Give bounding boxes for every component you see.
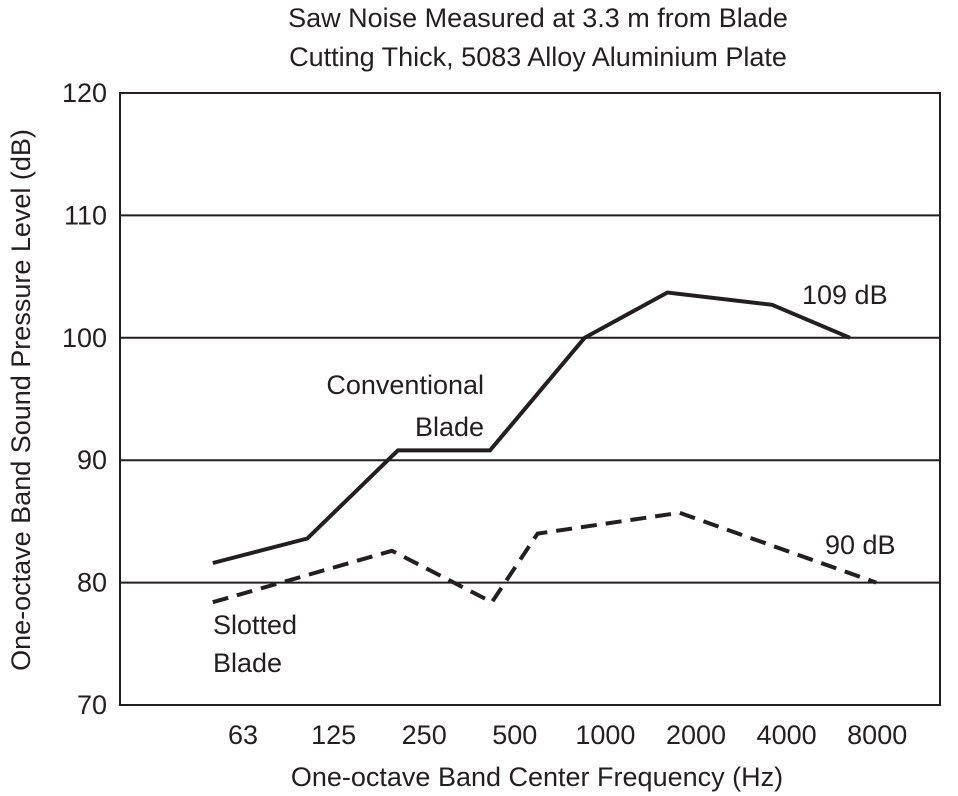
y-tick-labels: 70 80 90 100 110 120 [62,78,107,720]
series-lines [212,290,877,605]
x-tick-label: 4000 [757,720,817,750]
x-tick-label: 2000 [666,720,726,750]
x-tick-label: 125 [311,720,356,750]
slotted-label-line-1: Slotted [213,610,297,640]
conventional-total-label: 109 dB [802,280,888,310]
y-axis-label: One-octave Band Sound Pressure Level (dB… [6,129,36,671]
y-tick-label: 80 [77,568,107,598]
slotted-label-line-2: Blade [213,648,282,678]
plot-frame [119,92,941,706]
chart-title-line-1: Saw Noise Measured at 3.3 m from Blade [288,3,788,33]
y-tick-label: 120 [62,78,107,108]
x-tick-label: 8000 [847,720,907,750]
grid [120,214,940,584]
chart-title-line-2: Cutting Thick, 5083 Alloy Aluminium Plat… [289,42,787,72]
slotted-total-label: 90 dB [825,530,896,560]
series-line-slotted-blade [212,510,877,605]
y-tick-label: 100 [62,323,107,353]
conventional-label-line-2: Blade [415,412,484,442]
x-tick-label: 250 [402,720,447,750]
conventional-label-line-1: Conventional [326,370,484,400]
x-axis-label: One-octave Band Center Frequency (Hz) [291,762,783,792]
y-tick-label: 110 [64,200,107,230]
x-tick-label: 500 [492,720,537,750]
y-tick-label: 70 [77,690,107,720]
series-line-conventional-blade [212,290,851,565]
x-tick-labels: 63 125 250 500 1000 2000 4000 8000 [228,720,907,750]
x-tick-label: 63 [228,720,258,750]
x-tick-label: 1000 [575,720,635,750]
y-tick-label: 90 [77,445,107,475]
